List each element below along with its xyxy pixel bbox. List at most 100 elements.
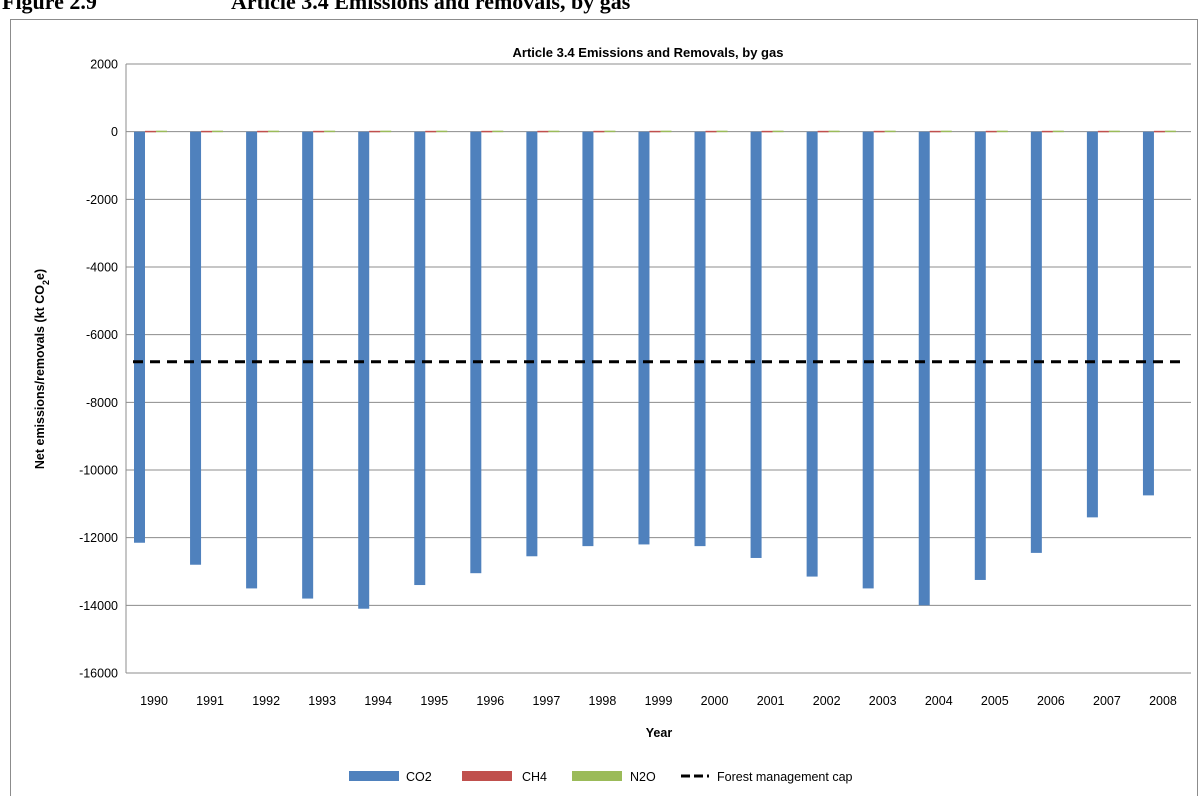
bar-n2o-1993 bbox=[324, 130, 336, 133]
legend-label: N2O bbox=[630, 770, 656, 784]
y-axis-title-end: e) bbox=[33, 269, 47, 280]
x-tick-label: 1993 bbox=[308, 694, 336, 708]
bar-ch4-2008 bbox=[1153, 130, 1165, 133]
bars bbox=[134, 130, 1176, 609]
bar-co2-1996 bbox=[470, 131, 482, 574]
figure-caption-text: Article 3.4 Emissions and removals, by g… bbox=[231, 0, 631, 14]
x-tick-label: 2002 bbox=[813, 694, 841, 708]
bar-n2o-1992 bbox=[268, 130, 280, 133]
bar-co2-2004 bbox=[918, 131, 930, 606]
bar-co2-1997 bbox=[526, 131, 538, 557]
legend-label: Forest management cap bbox=[717, 770, 853, 784]
x-tick-label: 2000 bbox=[701, 694, 729, 708]
x-tick-label: 2006 bbox=[1037, 694, 1065, 708]
bar-co2-1999 bbox=[638, 131, 650, 545]
bar-co2-2002 bbox=[806, 131, 818, 577]
legend-swatch-ch4 bbox=[462, 771, 512, 781]
bar-ch4-1994 bbox=[369, 130, 381, 133]
x-tick-label: 2003 bbox=[869, 694, 897, 708]
y-tick-label: 2000 bbox=[90, 58, 118, 72]
bar-n2o-2004 bbox=[940, 130, 952, 133]
bar-co2-2003 bbox=[862, 131, 874, 589]
y-tick-label: 0 bbox=[111, 125, 118, 139]
y-tick-labels: 2000 0 -2000 -4000 -6000 -8000 -10000 -12000 -14… bbox=[79, 58, 118, 681]
y-tick-label: -6000 bbox=[86, 328, 118, 342]
y-tick-label: -10000 bbox=[79, 464, 118, 478]
bar-n2o-2005 bbox=[996, 130, 1008, 133]
figure-caption: Figure 2.9 Article 3.4 Emissions and rem… bbox=[0, 0, 1200, 15]
bar-ch4-2002 bbox=[817, 130, 829, 133]
legend-label: CO2 bbox=[406, 770, 432, 784]
bar-n2o-1991 bbox=[212, 130, 224, 133]
x-tick-label: 2007 bbox=[1093, 694, 1121, 708]
bar-n2o-1997 bbox=[548, 130, 560, 133]
bar-n2o-1995 bbox=[436, 130, 448, 133]
y-tick-label: -4000 bbox=[86, 261, 118, 275]
bar-co2-1998 bbox=[582, 131, 594, 547]
bar-co2-1995 bbox=[414, 131, 426, 586]
y-tick-label: -14000 bbox=[79, 599, 118, 613]
x-tick-label: 2008 bbox=[1149, 694, 1177, 708]
bar-ch4-1998 bbox=[593, 130, 605, 133]
x-tick-label: 1997 bbox=[532, 694, 560, 708]
bar-ch4-2006 bbox=[1041, 130, 1053, 133]
y-axis-title-main: Net emissions/removals (kt CO bbox=[33, 285, 47, 469]
y-tick-label: -8000 bbox=[86, 396, 118, 410]
figure-number: Figure 2.9 bbox=[2, 0, 97, 14]
legend-swatch-co2 bbox=[349, 771, 399, 781]
x-tick-label: 1990 bbox=[140, 694, 168, 708]
bar-ch4-2003 bbox=[873, 130, 885, 133]
bar-ch4-2007 bbox=[1097, 130, 1109, 133]
bar-ch4-1990 bbox=[145, 130, 156, 133]
chart-frame bbox=[10, 19, 1198, 796]
bar-ch4-1996 bbox=[481, 130, 493, 133]
bar-ch4-2000 bbox=[705, 130, 717, 133]
bar-co2-1993 bbox=[302, 131, 314, 599]
y-tick-label: -12000 bbox=[79, 531, 118, 545]
bar-co2-1994 bbox=[358, 131, 370, 609]
bar-n2o-1994 bbox=[380, 130, 392, 133]
bar-ch4-1999 bbox=[649, 130, 661, 133]
x-tick-label: 1996 bbox=[476, 694, 504, 708]
bar-n2o-2002 bbox=[828, 130, 840, 133]
bar-co2-2007 bbox=[1086, 131, 1098, 518]
bar-n2o-1996 bbox=[492, 130, 504, 133]
bar-n2o-1990 bbox=[156, 130, 167, 133]
y-axis-title: Net emissions/removals (kt CO2e) bbox=[33, 269, 51, 469]
x-tick-label: 1994 bbox=[364, 694, 392, 708]
x-tick-label: 1991 bbox=[196, 694, 224, 708]
bar-n2o-1998 bbox=[604, 130, 616, 133]
bar-ch4-1991 bbox=[201, 130, 213, 133]
bar-ch4-1995 bbox=[425, 130, 437, 133]
bar-n2o-2008 bbox=[1164, 130, 1176, 133]
bar-n2o-2000 bbox=[716, 130, 728, 133]
bar-co2-1992 bbox=[246, 131, 258, 589]
x-tick-label: 1999 bbox=[645, 694, 673, 708]
bar-co2-2000 bbox=[694, 131, 706, 547]
bar-n2o-2007 bbox=[1108, 130, 1120, 133]
x-axis-title: Year bbox=[646, 726, 673, 740]
bar-co2-1991 bbox=[190, 131, 202, 565]
bar-ch4-2001 bbox=[761, 130, 773, 133]
bar-ch4-2005 bbox=[985, 130, 997, 133]
legend-swatch-n2o bbox=[572, 771, 622, 781]
bar-ch4-1992 bbox=[257, 130, 269, 133]
bar-co2-2008 bbox=[1142, 131, 1154, 496]
y-axis-title-sub: 2 bbox=[41, 280, 51, 285]
y-tick-label: -2000 bbox=[86, 193, 118, 207]
bar-co2-2001 bbox=[750, 131, 762, 558]
bar-co2-2005 bbox=[974, 131, 986, 580]
x-tick-label: 1998 bbox=[589, 694, 617, 708]
x-tick-label: 1992 bbox=[252, 694, 280, 708]
bar-n2o-2003 bbox=[884, 130, 896, 133]
x-tick-label: 2004 bbox=[925, 694, 953, 708]
bar-ch4-2004 bbox=[929, 130, 941, 133]
legend-label: CH4 bbox=[522, 770, 547, 784]
chart-title: Article 3.4 Emissions and Removals, by g… bbox=[513, 45, 784, 60]
bar-ch4-1993 bbox=[313, 130, 325, 133]
x-tick-label: 1995 bbox=[420, 694, 448, 708]
bar-co2-1990 bbox=[134, 131, 145, 543]
x-tick-labels: 1990 1991 1992 1993 1994 1995 1996 1997 1998 1999… bbox=[140, 694, 1177, 708]
bar-n2o-1999 bbox=[660, 130, 672, 133]
